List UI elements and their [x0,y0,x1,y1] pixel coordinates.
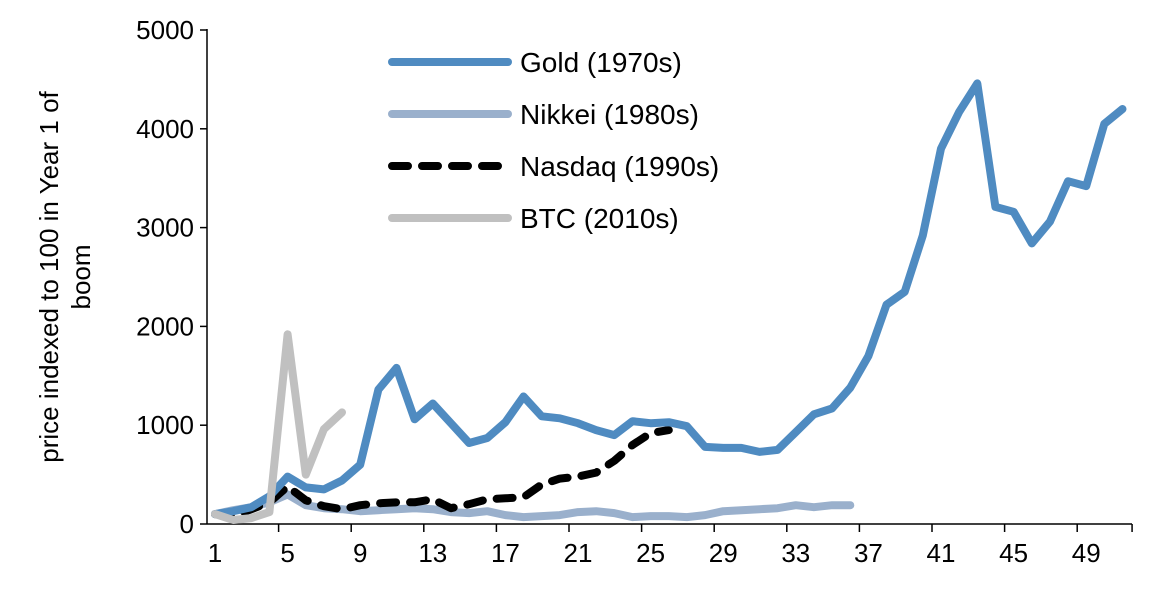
x-tick-label: 29 [709,538,738,568]
y-axis-label: price indexed to 100 in Year 1 ofboom [34,90,96,462]
x-tick-label: 33 [781,538,810,568]
x-tick-label: 25 [636,538,665,568]
series-line-btc [211,330,346,524]
x-tick-label: 1 [208,538,222,568]
y-tick-label: 3000 [136,213,194,243]
y-tick-label: 2000 [136,311,194,341]
x-tick-label: 5 [280,538,294,568]
series-line-nasdaq [211,426,673,521]
y-tick-label: 0 [180,509,194,539]
x-tick-label: 17 [491,538,520,568]
legend-label: Nasdaq (1990s) [520,151,719,182]
y-tick-label: 4000 [136,114,194,144]
x-tick-label: 45 [999,538,1028,568]
legend-item: Nasdaq (1990s) [388,151,719,182]
x-tick-label: 21 [564,538,593,568]
x-tick-label: 49 [1072,538,1101,568]
legend-item: Gold (1970s) [388,47,682,78]
x-tick-label: 13 [418,538,447,568]
legend-label: BTC (2010s) [520,203,679,234]
legend-item: BTC (2010s) [388,203,679,234]
x-tick-label: 9 [353,538,367,568]
series-line-gold [211,79,1127,519]
legend-item: Nikkei (1980s) [388,99,699,130]
x-tick-label: 37 [854,538,883,568]
legend-label: Nikkei (1980s) [520,99,699,130]
x-tick-label: 41 [927,538,956,568]
series-line-nikkei [211,490,855,522]
legend-label: Gold (1970s) [520,47,682,78]
y-tick-label: 1000 [136,410,194,440]
y-tick-label: 5000 [136,15,194,45]
